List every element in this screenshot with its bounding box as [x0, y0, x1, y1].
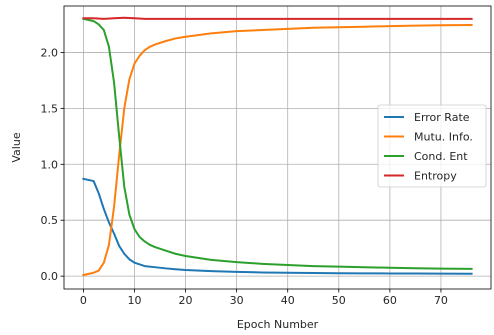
axis-ticks: 0 10 20 30 40 50 60 70 0.0 0.5 1.0 1.5 2.0: [41, 46, 448, 307]
series-lines: [82, 16, 473, 277]
legend-label-cond-ent: Cond. Ent: [414, 150, 468, 163]
y-tick-label: 1.5: [41, 102, 59, 115]
legend-label-mutu-info: Mutu. Info.: [414, 131, 473, 144]
x-tick-label: 60: [383, 294, 397, 307]
legend-box: [377, 104, 487, 188]
x-tick-label: 40: [281, 294, 295, 307]
grid: [64, 6, 491, 289]
y-tick-label: 1.0: [41, 158, 59, 171]
series-line-mutu-info: [82, 24, 473, 277]
x-tick-label: 20: [179, 294, 193, 307]
legend-label-entropy: Entropy: [414, 170, 457, 183]
legend: Error Rate Mutu. Info. Cond. Ent Entropy: [377, 104, 487, 188]
series-line-entropy: [82, 16, 473, 20]
y-tick-label: 2.0: [41, 46, 59, 59]
series-line-error-rate: [82, 177, 473, 275]
x-tick-label: 10: [127, 294, 141, 307]
x-tick-label: 0: [80, 294, 87, 307]
legend-label-error-rate: Error Rate: [414, 111, 470, 124]
y-tick-label: 0.0: [41, 270, 59, 283]
series-line-cond-ent: [82, 17, 473, 270]
x-tick-label: 30: [230, 294, 244, 307]
y-axis-label: Value: [10, 132, 23, 162]
legend-items: Error Rate Mutu. Info. Cond. Ent Entropy: [384, 111, 473, 183]
x-tick-label: 50: [332, 294, 346, 307]
x-tick-label: 70: [434, 294, 448, 307]
y-tick-label: 0.5: [41, 214, 59, 227]
x-axis-label: Epoch Number: [237, 318, 319, 331]
plot-frame: [63, 5, 492, 290]
